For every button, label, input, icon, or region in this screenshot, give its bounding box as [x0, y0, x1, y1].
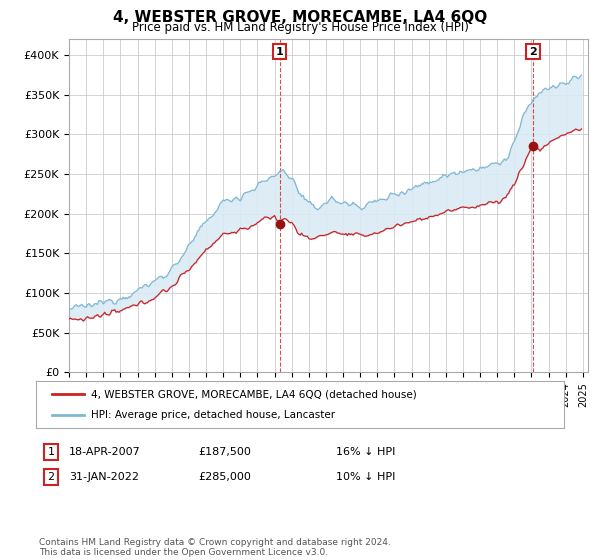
Text: £285,000: £285,000	[198, 472, 251, 482]
Text: 16% ↓ HPI: 16% ↓ HPI	[336, 447, 395, 457]
Text: 1: 1	[275, 46, 283, 57]
Text: 2: 2	[529, 46, 537, 57]
Text: 2: 2	[47, 472, 55, 482]
Text: HPI: Average price, detached house, Lancaster: HPI: Average price, detached house, Lanc…	[91, 410, 335, 420]
Text: 1: 1	[47, 447, 55, 457]
Text: 18-APR-2007: 18-APR-2007	[69, 447, 141, 457]
Text: Price paid vs. HM Land Registry's House Price Index (HPI): Price paid vs. HM Land Registry's House …	[131, 21, 469, 34]
Text: £187,500: £187,500	[198, 447, 251, 457]
Text: 31-JAN-2022: 31-JAN-2022	[69, 472, 139, 482]
Text: Contains HM Land Registry data © Crown copyright and database right 2024.
This d: Contains HM Land Registry data © Crown c…	[39, 538, 391, 557]
Text: 4, WEBSTER GROVE, MORECAMBE, LA4 6QQ (detached house): 4, WEBSTER GROVE, MORECAMBE, LA4 6QQ (de…	[91, 389, 417, 399]
Text: 4, WEBSTER GROVE, MORECAMBE, LA4 6QQ: 4, WEBSTER GROVE, MORECAMBE, LA4 6QQ	[113, 10, 487, 25]
Text: 10% ↓ HPI: 10% ↓ HPI	[336, 472, 395, 482]
